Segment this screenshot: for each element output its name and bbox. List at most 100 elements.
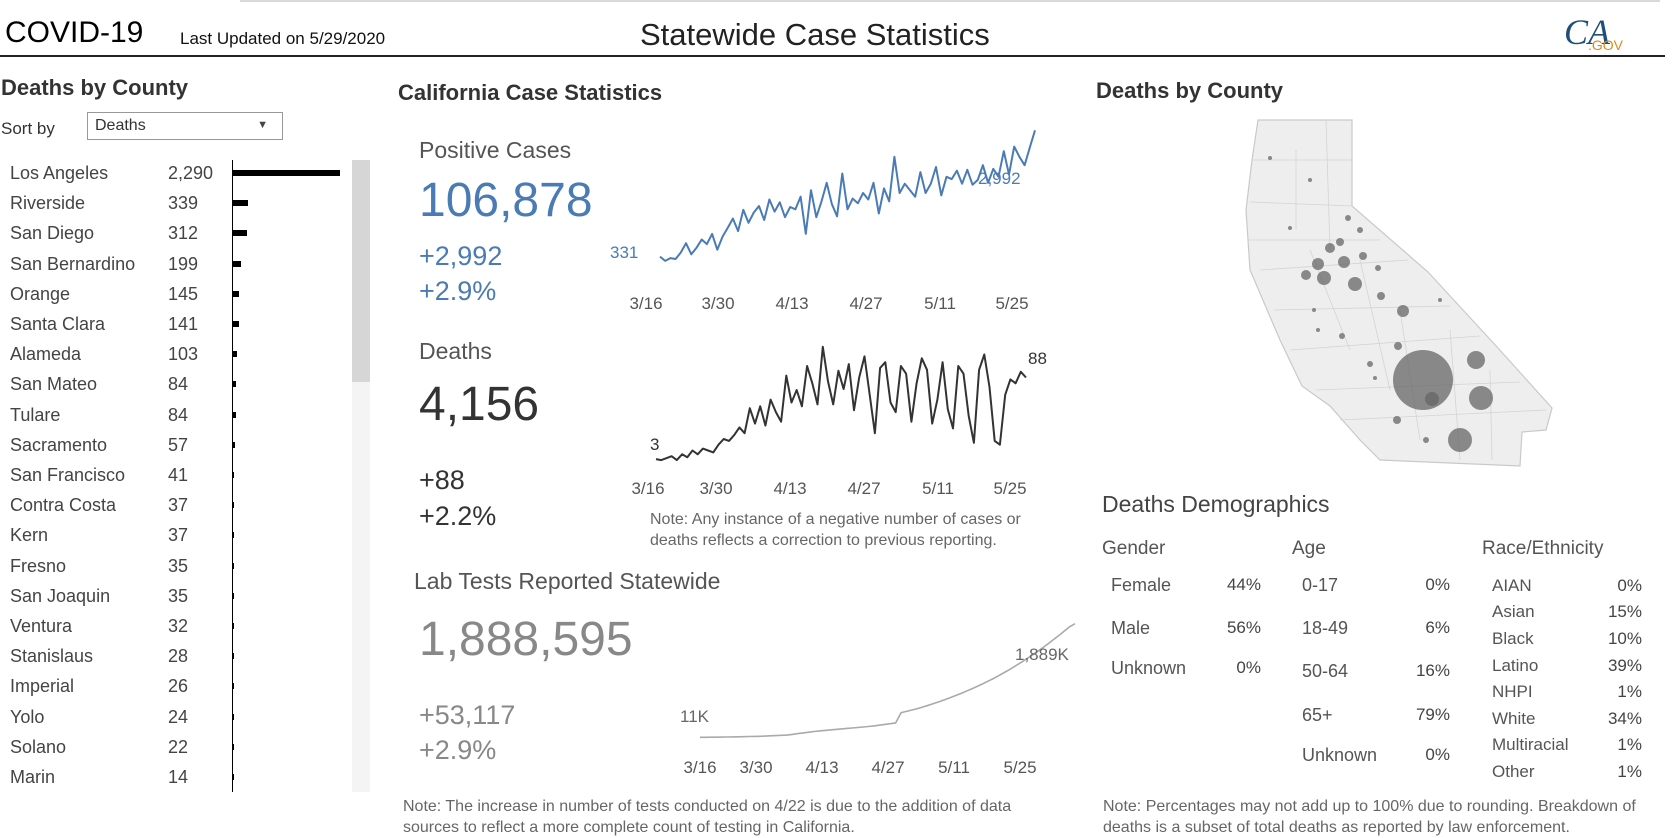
county-deaths-value: 339	[168, 193, 199, 214]
lab-tests-chart: 11K 1,889K 3/16 3/30 4/13 4/27 5/11 5/25	[680, 623, 1076, 777]
x-tick-label: 3/30	[739, 758, 772, 777]
county-row[interactable]: Tulare 84	[0, 402, 350, 432]
county-deaths-value: 35	[168, 555, 189, 576]
scrollbar-thumb[interactable]	[352, 160, 370, 382]
california-county-map[interactable]	[1230, 110, 1590, 480]
county-deaths-bar[interactable]	[232, 683, 234, 690]
x-tick-label: 4/27	[871, 758, 904, 777]
x-tick-label: 4/13	[773, 479, 806, 498]
county-row[interactable]: San Mateo 84	[0, 371, 350, 401]
county-deaths-bar[interactable]	[232, 260, 242, 267]
county-deaths-bar[interactable]	[232, 381, 236, 388]
demographic-value: 15%	[1607, 602, 1642, 621]
county-deaths-bar[interactable]	[232, 472, 234, 478]
county-deaths-bar[interactable]	[232, 321, 239, 327]
county-deaths-bar[interactable]	[232, 170, 340, 176]
county-row[interactable]: Yolo 24	[0, 704, 350, 734]
county-name: Contra Costa	[10, 495, 117, 516]
county-deaths-bar[interactable]	[232, 411, 236, 418]
county-row[interactable]: Santa Clara 141	[0, 311, 350, 341]
county-row[interactable]: San Joaquin 35	[0, 583, 350, 613]
lab-tests-delta: +53,117	[419, 700, 516, 730]
demographic-label: Unknown	[1111, 658, 1187, 678]
header-divider	[0, 55, 1665, 57]
county-deaths-bar[interactable]	[232, 200, 248, 207]
demographic-value: 0%	[1425, 575, 1450, 594]
positive-cases-total: 106,878	[419, 174, 593, 227]
county-deaths-value: 14	[168, 767, 189, 787]
x-tick-label: 3/16	[629, 294, 662, 313]
county-row[interactable]: Kern 37	[0, 522, 350, 552]
county-row[interactable]: San Francisco 41	[0, 462, 350, 492]
county-row[interactable]: Sacramento 57	[0, 432, 350, 462]
county-name: Imperial	[10, 676, 75, 697]
series-line	[700, 623, 1076, 739]
county-name: Alameda	[10, 344, 82, 365]
county-row[interactable]: Solano 22	[0, 734, 350, 764]
county-row[interactable]: Orange 145	[0, 281, 350, 311]
deaths-delta: +88	[419, 465, 465, 495]
county-deaths-value: 145	[168, 283, 199, 304]
sort-by-label: Sort by	[1, 119, 55, 138]
county-deaths-value: 57	[168, 434, 189, 455]
county-deaths-value: 41	[168, 465, 189, 485]
positive-cases-percent: +2.9%	[419, 276, 497, 306]
demographic-label: Female	[1111, 575, 1172, 595]
county-row[interactable]: Stanislaus 28	[0, 643, 350, 673]
county-row[interactable]: San Diego 312	[0, 220, 350, 250]
county-deaths-value: 28	[168, 646, 189, 667]
demographic-label: 50-64	[1302, 661, 1349, 681]
county-name: San Francisco	[10, 465, 126, 485]
county-row[interactable]: Imperial 26	[0, 673, 350, 703]
county-row[interactable]: San Bernardino 199	[0, 251, 350, 281]
county-row[interactable]: Los Angeles 2,290	[0, 160, 350, 190]
start-value-label: 11K	[680, 707, 710, 726]
county-deaths-bar[interactable]	[232, 351, 237, 358]
app-title: COVID-19	[5, 16, 144, 49]
county-deaths-list[interactable]: Los Angeles 2,290 Riverside 339 San Diego 312…	[0, 160, 350, 792]
demographic-label: White	[1492, 709, 1536, 728]
demographic-value: 44%	[1226, 575, 1261, 594]
county-deaths-bar[interactable]	[232, 290, 239, 297]
county-deaths-bar[interactable]	[232, 502, 234, 509]
deaths-percent: +2.2%	[419, 501, 497, 531]
age-column-heading: Age	[1292, 538, 1326, 559]
county-deaths-bar[interactable]	[232, 623, 234, 629]
county-name: Fresno	[10, 555, 67, 576]
demographic-label: Unknown	[1302, 745, 1378, 765]
county-boundaries	[1248, 119, 1547, 461]
start-value-label: 3	[650, 435, 659, 454]
county-deaths-bar[interactable]	[232, 774, 234, 780]
county-row[interactable]: Riverside 339	[0, 190, 350, 220]
county-deaths-bar[interactable]	[232, 653, 234, 660]
county-name: San Bernardino	[10, 253, 136, 274]
x-tick-label: 4/13	[775, 294, 808, 313]
ca-gov-logo[interactable]: CA .GOV	[1562, 10, 1632, 54]
county-name: Tulare	[10, 404, 61, 425]
county-deaths-bar[interactable]	[232, 441, 235, 448]
demographic-value: 79%	[1415, 705, 1450, 724]
demographic-value: 0%	[1425, 745, 1450, 764]
deaths-total: 4,156	[419, 378, 540, 431]
sort-by-dropdown[interactable]: Deaths ▼	[87, 112, 283, 140]
county-deaths-bar[interactable]	[232, 562, 234, 569]
county-deaths-bar[interactable]	[232, 230, 247, 237]
county-row[interactable]: Fresno 35	[0, 553, 350, 583]
county-name: San Joaquin	[10, 585, 111, 606]
county-deaths-bar[interactable]	[232, 592, 234, 599]
county-row[interactable]: Marin 14	[0, 764, 350, 792]
series-line	[659, 130, 1036, 262]
demographic-label: 0-17	[1302, 575, 1339, 595]
county-deaths-bar[interactable]	[232, 743, 234, 750]
county-name: Santa Clara	[10, 314, 106, 334]
deaths-label: Deaths	[419, 338, 492, 364]
county-row[interactable]: Contra Costa 37	[0, 492, 350, 522]
county-deaths-value: 199	[168, 253, 199, 274]
x-tick-label: 3/16	[631, 479, 664, 498]
county-deaths-bar[interactable]	[232, 532, 234, 539]
county-deaths-value: 84	[168, 404, 189, 425]
county-deaths-bar[interactable]	[232, 713, 234, 720]
race-column-heading: Race/Ethnicity	[1482, 538, 1604, 559]
county-row[interactable]: Alameda 103	[0, 341, 350, 371]
county-row[interactable]: Ventura 32	[0, 613, 350, 643]
